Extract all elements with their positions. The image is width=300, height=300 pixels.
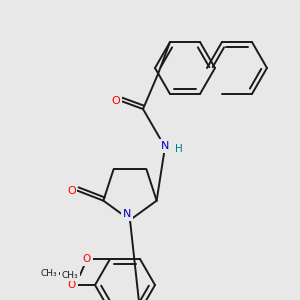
Text: N: N: [161, 141, 169, 151]
Text: H: H: [175, 144, 183, 154]
Text: O: O: [112, 96, 120, 106]
Text: O: O: [67, 186, 76, 196]
Text: CH₃: CH₃: [62, 271, 78, 280]
Text: N: N: [123, 209, 131, 219]
Text: CH₃: CH₃: [41, 268, 57, 278]
Text: O: O: [83, 254, 91, 264]
Text: O: O: [68, 280, 76, 290]
